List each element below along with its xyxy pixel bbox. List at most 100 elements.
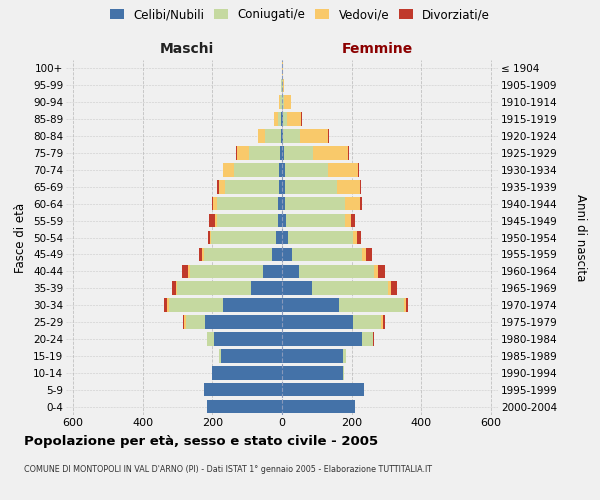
Bar xyxy=(278,180,282,194)
Bar xyxy=(353,230,357,244)
Bar xyxy=(279,163,282,176)
Bar xyxy=(211,230,276,244)
Bar xyxy=(282,349,343,362)
Bar xyxy=(357,230,361,244)
Bar xyxy=(276,230,282,244)
Bar xyxy=(224,180,278,194)
Bar xyxy=(274,112,278,126)
Bar xyxy=(282,62,283,75)
Bar xyxy=(217,214,278,228)
Bar xyxy=(282,400,355,413)
Bar xyxy=(282,96,284,109)
Bar xyxy=(286,197,345,210)
Bar xyxy=(282,332,362,345)
Bar xyxy=(350,214,355,228)
Bar xyxy=(237,146,249,160)
Bar xyxy=(337,180,359,194)
Text: Femmine: Femmine xyxy=(341,42,413,56)
Bar xyxy=(283,112,287,126)
Bar xyxy=(362,332,373,345)
Bar xyxy=(282,282,311,295)
Bar xyxy=(286,214,346,228)
Bar xyxy=(346,214,350,228)
Bar xyxy=(406,298,409,312)
Bar xyxy=(257,130,259,143)
Bar xyxy=(263,264,282,278)
Bar xyxy=(358,163,359,176)
Bar xyxy=(282,112,283,126)
Text: Maschi: Maschi xyxy=(160,42,214,56)
Bar xyxy=(340,298,404,312)
Bar xyxy=(278,96,280,109)
Bar xyxy=(282,163,285,176)
Bar xyxy=(378,264,385,278)
Y-axis label: Anni di nascita: Anni di nascita xyxy=(574,194,587,281)
Bar xyxy=(176,282,178,295)
Bar xyxy=(282,130,283,143)
Bar xyxy=(343,366,344,380)
Bar xyxy=(285,163,328,176)
Bar xyxy=(164,298,167,312)
Bar xyxy=(178,282,251,295)
Bar xyxy=(311,282,388,295)
Bar xyxy=(328,130,329,143)
Bar xyxy=(345,197,361,210)
Bar xyxy=(280,96,282,109)
Bar xyxy=(299,264,374,278)
Bar xyxy=(207,332,214,345)
Bar xyxy=(259,130,265,143)
Bar xyxy=(208,230,209,244)
Bar xyxy=(282,214,286,228)
Bar xyxy=(167,298,169,312)
Bar xyxy=(272,248,282,261)
Bar xyxy=(212,197,214,210)
Bar xyxy=(381,316,383,329)
Bar xyxy=(281,130,282,143)
Bar xyxy=(207,400,282,413)
Bar xyxy=(282,146,284,160)
Bar xyxy=(301,130,328,143)
Text: Popolazione per età, sesso e stato civile - 2005: Popolazione per età, sesso e stato civil… xyxy=(24,435,378,448)
Bar xyxy=(278,197,282,210)
Bar xyxy=(361,197,362,210)
Bar xyxy=(184,316,186,329)
Bar xyxy=(388,282,391,295)
Bar xyxy=(183,316,184,329)
Bar xyxy=(203,383,282,396)
Bar xyxy=(301,112,302,126)
Bar xyxy=(391,282,397,295)
Bar xyxy=(251,282,282,295)
Bar xyxy=(205,316,282,329)
Bar xyxy=(292,248,362,261)
Bar xyxy=(281,78,282,92)
Bar xyxy=(209,214,215,228)
Bar xyxy=(214,197,217,210)
Bar xyxy=(404,298,406,312)
Bar xyxy=(282,197,286,210)
Y-axis label: Fasce di età: Fasce di età xyxy=(14,202,28,272)
Bar xyxy=(313,146,348,160)
Bar xyxy=(278,112,281,126)
Bar xyxy=(223,298,282,312)
Bar xyxy=(223,163,234,176)
Bar xyxy=(362,248,365,261)
Bar xyxy=(383,316,385,329)
Bar xyxy=(186,316,205,329)
Bar xyxy=(373,332,374,345)
Bar xyxy=(169,298,223,312)
Bar xyxy=(282,316,353,329)
Bar xyxy=(283,78,284,92)
Bar xyxy=(217,197,278,210)
Bar xyxy=(287,112,301,126)
Bar xyxy=(234,163,279,176)
Bar xyxy=(214,332,282,345)
Bar xyxy=(348,146,349,160)
Bar xyxy=(281,112,282,126)
Bar xyxy=(282,366,343,380)
Bar xyxy=(365,248,372,261)
Bar xyxy=(221,349,282,362)
Bar xyxy=(212,366,282,380)
Bar xyxy=(282,230,288,244)
Bar xyxy=(359,180,361,194)
Bar xyxy=(284,96,291,109)
